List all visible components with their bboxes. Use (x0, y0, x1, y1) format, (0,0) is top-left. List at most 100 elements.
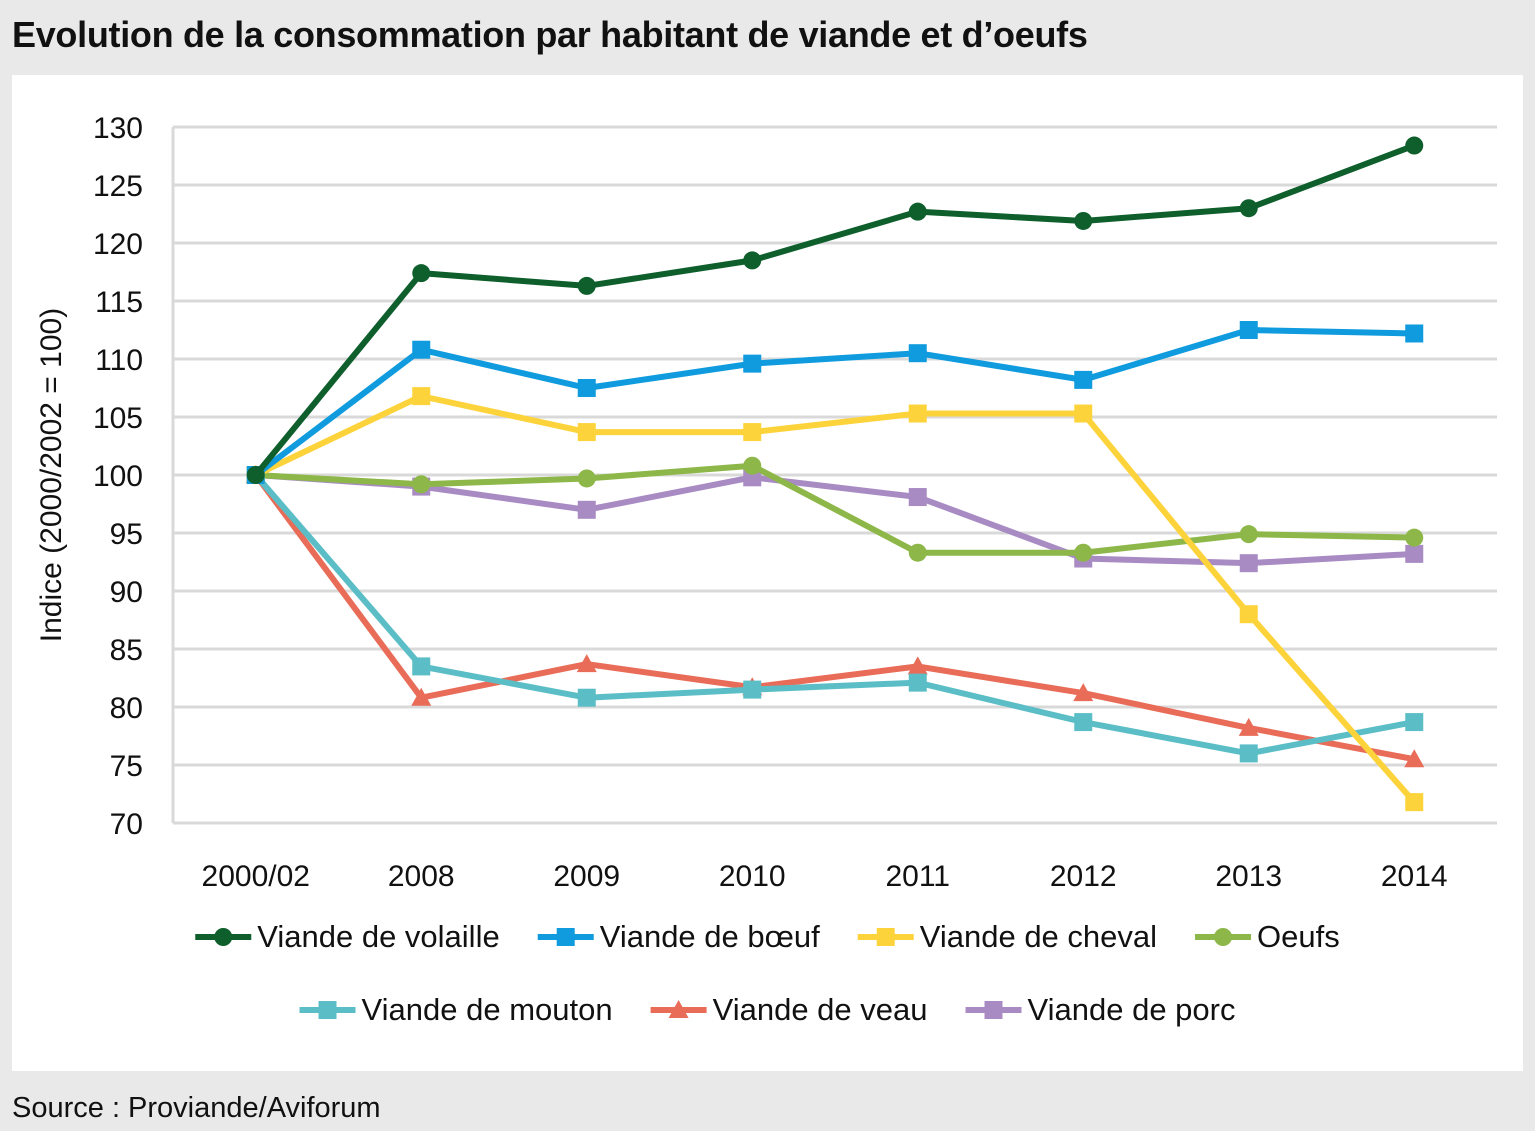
data-point (1239, 199, 1258, 218)
series-lines (245, 136, 1425, 812)
y-tick-label: 125 (93, 170, 143, 203)
x-tick-label: 2013 (1215, 860, 1282, 893)
series-viande-de-boeuf (246, 321, 1424, 484)
data-point (1074, 543, 1093, 562)
data-point (412, 387, 431, 406)
data-point (1073, 683, 1094, 702)
y-tick-label: 70 (110, 808, 143, 841)
y-axis-label: Indice (2000/2002 = 100) (35, 308, 68, 642)
data-point (577, 379, 596, 397)
legend-item-viande-de-cheval: Viande de cheval (857, 919, 1157, 954)
x-tick-label: 2010 (719, 860, 786, 893)
x-tick-label: 2011 (885, 860, 950, 893)
y-tick-label: 95 (110, 518, 143, 551)
legend-swatch-marker (984, 1001, 1003, 1019)
legend-label: Oeufs (1257, 919, 1340, 954)
x-tick-label: 2012 (1050, 860, 1117, 893)
data-point (412, 475, 431, 494)
series-viande-de-volaille (246, 136, 1424, 484)
data-point (743, 680, 762, 699)
series-line (255, 472, 1415, 567)
legend-item-viande-de-boeuf: Viande de bœuf (537, 919, 820, 954)
series-line (253, 327, 1415, 478)
data-point (412, 340, 431, 359)
data-point (908, 673, 927, 692)
x-tick-label: 2000/02 (202, 860, 310, 893)
legend-swatch-marker (668, 1000, 689, 1018)
legend-swatch-marker (214, 928, 233, 946)
legend-label: Viande de porc (1028, 992, 1236, 1027)
legend-item-viande-de-mouton: Viande de mouton (299, 992, 613, 1027)
chart-panel: 70 75 80 85 90 95 100 105 110 115 120 125 130 2000/02… (12, 75, 1523, 1071)
legend-item-oeufs: Oeufs (1195, 919, 1340, 954)
data-point (1405, 136, 1424, 155)
legend-label: Viande de mouton (362, 992, 613, 1027)
y-tick-label: 115 (95, 286, 143, 319)
data-point (908, 404, 927, 423)
data-point (1238, 717, 1259, 736)
data-point (1239, 744, 1258, 763)
y-tick-label: 100 (93, 460, 143, 493)
series-line (254, 393, 1417, 805)
data-point (577, 276, 596, 295)
y-tick-label: 75 (110, 750, 143, 783)
legend-label: Viande de veau (713, 992, 928, 1027)
data-point (1405, 324, 1424, 343)
legend: Viande de volaille Viande de bœuf Viande d… (195, 919, 1340, 1027)
legend-swatch-marker (1214, 928, 1233, 946)
data-point (1405, 713, 1424, 732)
series-line (255, 462, 1415, 556)
data-point (1239, 321, 1258, 339)
data-point (1405, 528, 1424, 547)
data-point (743, 354, 762, 373)
data-point (411, 687, 432, 706)
data-point (908, 202, 927, 221)
axes: 70 75 80 85 90 95 100 105 110 115 120 125 130 2000/02… (35, 112, 1448, 893)
data-point (743, 456, 762, 475)
data-point (1404, 749, 1425, 768)
y-tick-label: 120 (93, 228, 143, 261)
data-point (412, 657, 431, 676)
legend-swatch-marker (876, 928, 895, 946)
gridlines (173, 125, 1497, 825)
legend-item-viande-de-veau: Viande de veau (650, 992, 928, 1027)
legend-swatch-marker (556, 928, 575, 946)
data-point (1405, 793, 1424, 812)
legend-item-viande-de-porc: Viande de porc (965, 992, 1236, 1027)
data-point (1074, 370, 1093, 389)
data-point (577, 500, 596, 519)
y-tick-label: 105 (93, 402, 143, 435)
data-point (576, 654, 597, 673)
data-point (907, 656, 928, 675)
data-point (1405, 544, 1424, 563)
data-point (246, 466, 265, 484)
data-point (743, 423, 762, 442)
legend-label: Viande de volaille (257, 919, 499, 954)
y-tick-label: 110 (95, 344, 143, 377)
y-tick-label: 85 (110, 634, 143, 667)
page-title: Evolution de la consommation par habitan… (12, 14, 1088, 55)
data-point (577, 469, 596, 488)
line-chart: 70 75 80 85 90 95 100 105 110 115 120 125 130 2000/02… (35, 112, 1497, 1027)
series-line (253, 473, 1415, 763)
source-note: Source : Proviande/Aviforum (12, 1092, 381, 1124)
data-point (908, 488, 927, 507)
legend-item-viande-de-volaille: Viande de volaille (195, 919, 500, 954)
data-point (577, 423, 596, 442)
y-tick-label: 90 (110, 576, 143, 609)
data-point (577, 688, 596, 707)
legend-label: Viande de bœuf (600, 919, 820, 954)
data-point (1074, 713, 1093, 732)
x-tick-label: 2014 (1381, 860, 1448, 893)
data-point (412, 264, 431, 283)
data-point (908, 344, 927, 363)
data-point (908, 543, 927, 562)
series-line (253, 473, 1415, 757)
x-tick-label: 2008 (388, 860, 455, 893)
y-tick-label: 80 (110, 692, 143, 725)
data-point (743, 251, 762, 270)
data-point (1074, 404, 1093, 423)
data-point (1074, 211, 1093, 230)
data-point (1239, 525, 1258, 544)
x-tick-label: 2009 (553, 860, 620, 893)
